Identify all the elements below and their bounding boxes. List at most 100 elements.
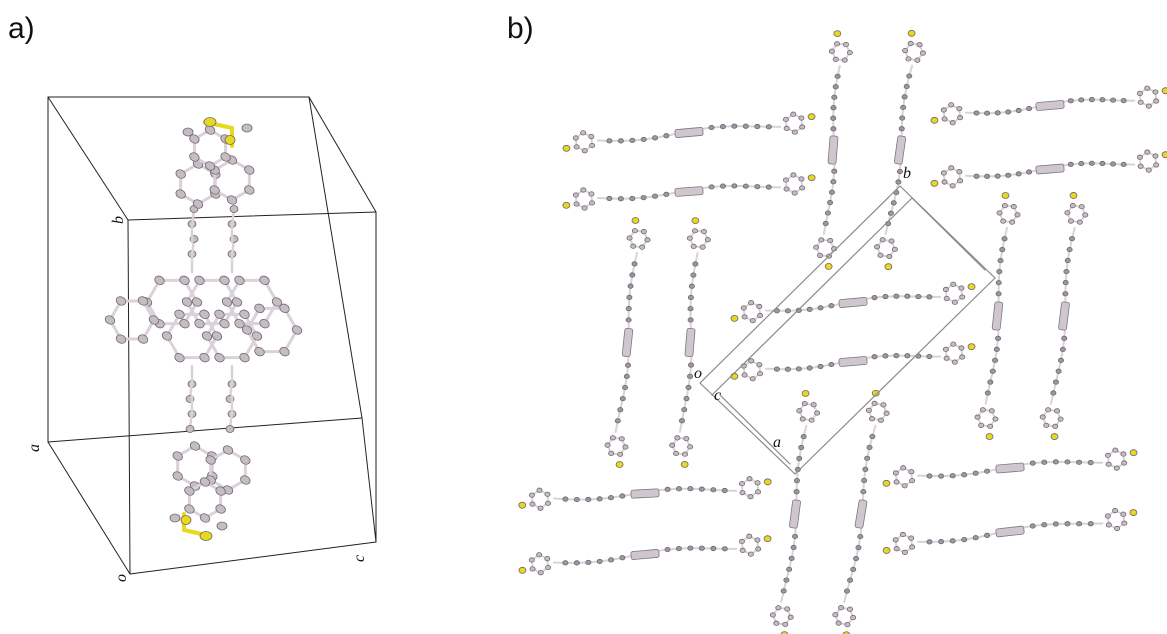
carbon-atom [972,535,979,541]
carbon-atom [1137,99,1144,105]
sulfur-atom [807,174,816,182]
carbon-atom [161,331,173,341]
carbon-atom [949,120,956,126]
carbon-atom [773,308,780,314]
carbon-atom [1121,520,1128,526]
carbon-atom [818,237,825,243]
carbon-atom [801,400,808,407]
carbon-atom [690,243,697,249]
carbon-atom [721,487,728,494]
sulfur-atom [730,314,739,322]
carbon-atom [1041,522,1048,528]
panel-b-origin-label: o [694,365,702,382]
carbon-atom [1064,210,1071,216]
carbon-atom [1064,459,1071,465]
carbon-atom [899,531,906,538]
carbon-atom [1145,167,1152,173]
carbon-atom [189,441,201,451]
carbon-atom [1041,459,1048,465]
carbon-atom [1054,408,1061,414]
carbon-atom [994,110,1001,116]
sulfur-atom [180,515,192,525]
sulfur-atom [763,535,772,543]
carbon-atom [832,56,839,62]
carbon-atom [573,144,580,150]
carbon-atom [997,257,1004,264]
packed-molecule [518,533,772,576]
carbon-atom [1045,407,1052,413]
carbon-atom [1076,219,1083,225]
carbon-atom [905,56,912,62]
carbon-atom [1026,105,1033,112]
carbon-atom [791,129,798,135]
carbon-atom [625,306,632,312]
carbon-atom [184,486,195,496]
carbon-atom [189,134,200,144]
carbon-atom [782,177,789,183]
unit-cell-edge [47,96,129,221]
carbon-atom [1136,90,1143,96]
carbon-atom [1104,513,1111,519]
carbon-atom [940,107,947,113]
unit-cell-edge [127,219,131,575]
carbon-atom [958,345,965,351]
carbon-atom [830,126,837,132]
carbon-atom [172,471,183,481]
carbon-atom [683,436,690,442]
carbon-atom [1015,171,1022,177]
carbon-atom [846,50,853,56]
carbon-atom [916,42,923,48]
carbon-atom [652,135,659,141]
carbon-atom [174,352,185,363]
unit-cell-edge [361,417,377,543]
carbon-atom [1078,204,1085,210]
carbon-atom [625,362,632,368]
carbon-atom [756,362,763,368]
packed-molecule [930,149,1167,189]
carbon-atom [799,185,806,191]
carbon-atom [869,416,876,422]
carbon-atom [748,300,755,306]
carbon-atom [742,183,749,189]
carbon-atom [793,478,800,484]
sulfur-atom [1161,87,1167,95]
sulfur-atom [1129,449,1138,457]
carbon-atom [194,275,205,286]
core-atoms [1035,100,1065,111]
carbon-atom [573,201,580,207]
core-atoms [684,327,696,358]
packed-molecule [518,476,772,511]
panel-a-origin-label: o [113,574,130,582]
carbon-atom [1076,459,1083,465]
carbon-atom [244,165,255,175]
carbon-atom [1121,460,1128,466]
carbon-atom [792,533,799,540]
carbon-atom [902,47,909,54]
carbon-atom [941,116,948,122]
carbon-atom [175,169,186,179]
carbon-atom [1105,522,1112,528]
panel-b-axis-b-label: b [903,165,911,182]
carbon-atom [669,442,676,448]
carbon-atom [887,210,894,216]
carbon-atom [604,442,611,448]
carbon-atom [799,124,806,130]
carbon-atom [940,170,947,176]
carbon-atom [942,286,949,293]
packed-molecule [874,29,926,271]
sulfur-atom [562,144,571,152]
carbon-atom [896,168,903,175]
carbon-atom [687,294,694,301]
carbon-atom [784,606,791,612]
carbon-atom [688,362,695,368]
carbon-atom [865,407,872,413]
carbon-atom [755,489,762,495]
carbon-atom [1152,89,1159,95]
carbon-atom [225,425,235,433]
sulfur-atom [1129,509,1138,516]
carbon-atom [992,357,999,363]
carbon-atom [957,115,964,121]
carbon-atom [609,435,616,441]
carbon-atom [619,555,626,561]
carbon-atom [528,492,535,498]
